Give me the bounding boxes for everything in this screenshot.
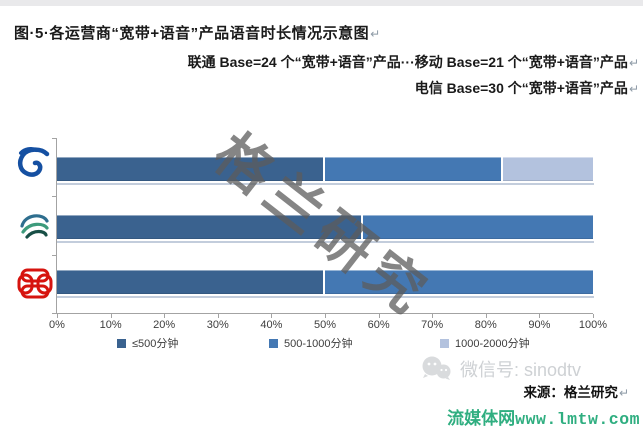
x-axis-tick [378,314,380,318]
bar-segment-≤500分钟 [57,157,325,181]
bar-segment-500-1000分钟 [323,157,504,181]
x-axis-tick [485,314,487,318]
legend-swatch [269,338,278,348]
x-axis-tick [271,314,273,318]
bar-segment-≤500分钟 [57,215,364,239]
figure-title: 图·5·各运营商“宽带+语音”产品语音时长情况示意图↵ [14,22,381,43]
y-axis-tick [52,254,56,256]
x-axis-label: 0% [49,319,65,331]
x-axis-tick [217,314,219,318]
legend-label: ≤500分钟 [132,338,179,350]
top-gray-strip [0,0,643,6]
site-brand: 流媒体网www.lmtw.com [447,404,640,427]
china-telecom-logo [17,147,50,177]
bar-row-中国移动 [57,215,593,239]
plot-area: 0% 10% 20% 30% 40% 50% 60% 70% 80% 90% 100% [49,138,607,331]
wechat-id-text: 微信号: sinodtv [460,359,582,380]
x-axis-label: 90% [528,319,551,331]
bar-row-中国联通 [57,270,593,294]
x-axis-label: 10% [99,319,122,331]
site-name: 流媒体网 [447,409,516,427]
china-mobile-logo [20,214,49,239]
x-axis-label: 20% [153,319,176,331]
x-axis-label: 50% [313,319,337,331]
base-note-text: 电信 Base=30 个“宽带+语音”产品 [414,80,628,96]
x-axis-label: 70% [421,319,444,331]
bar-bottom-shadow [57,241,594,243]
bar-segment-500-1000分钟 [361,215,593,239]
bar-segment-≤500分钟 [57,270,325,294]
x-axis-label: 60% [367,319,390,331]
x-axis-tick [110,314,112,318]
wechat-icon [422,356,451,380]
legend-label: 1000-2000分钟 [455,338,530,350]
x-axis-tick [539,314,541,318]
bar-bottom-shadow [57,296,594,298]
bar-bottom-shadow [57,183,594,185]
site-url: www.lmtw.com [515,410,640,427]
base-note-text: 联通 Base=24 个“宽带+语音”产品···移动 Base=21 个“宽带+… [187,54,628,70]
base-note-unicom-mobile: 联通 Base=24 个“宽带+语音”产品···移动 Base=21 个“宽带+… [188,52,639,72]
y-axis-tick [52,313,56,314]
x-axis-label: 80% [474,319,497,331]
bar-segment-1000-2000分钟 [501,157,593,181]
legend-item-≤500分钟: ≤500分钟 [117,335,178,351]
y-axis-tick [52,196,56,198]
x-axis-label: 30% [206,319,229,331]
paragraph-mark: ↵ [628,82,639,96]
x-axis-tick [164,314,166,318]
x-axis-tick [432,314,434,318]
x-axis-tick [593,314,594,318]
paragraph-mark: ↵ [618,386,629,400]
y-axis-tick [52,138,56,139]
legend-item-500-1000分钟: 500-1000分钟 [269,335,353,351]
figure-title-text: 图·5·各运营商“宽带+语音”产品语音时长情况示意图 [14,25,370,42]
bar-row-中国电信 [57,157,593,181]
base-note-telecom: 电信 Base=30 个“宽带+语音”产品↵ [415,78,639,98]
x-axis-tick [57,314,58,318]
source-credit: 来源：格兰研究↵ [523,381,629,401]
x-axis-label: 40% [260,319,283,331]
paragraph-mark: ↵ [628,56,639,70]
x-axis-label: 100% [578,319,608,331]
legend-swatch [440,338,449,348]
source-text: 来源：格兰研究 [523,385,618,400]
wechat-watermark: 微信号: sinodtv [420,355,581,382]
legend-label: 500-1000分钟 [284,338,353,350]
china-unicom-logo [17,268,53,299]
legend-swatch [117,338,126,348]
paragraph-mark: ↵ [370,27,381,41]
bar-segment-500-1000分钟 [323,270,593,294]
x-axis-tick [325,314,326,318]
legend-item-1000-2000分钟: 1000-2000分钟 [440,335,530,351]
